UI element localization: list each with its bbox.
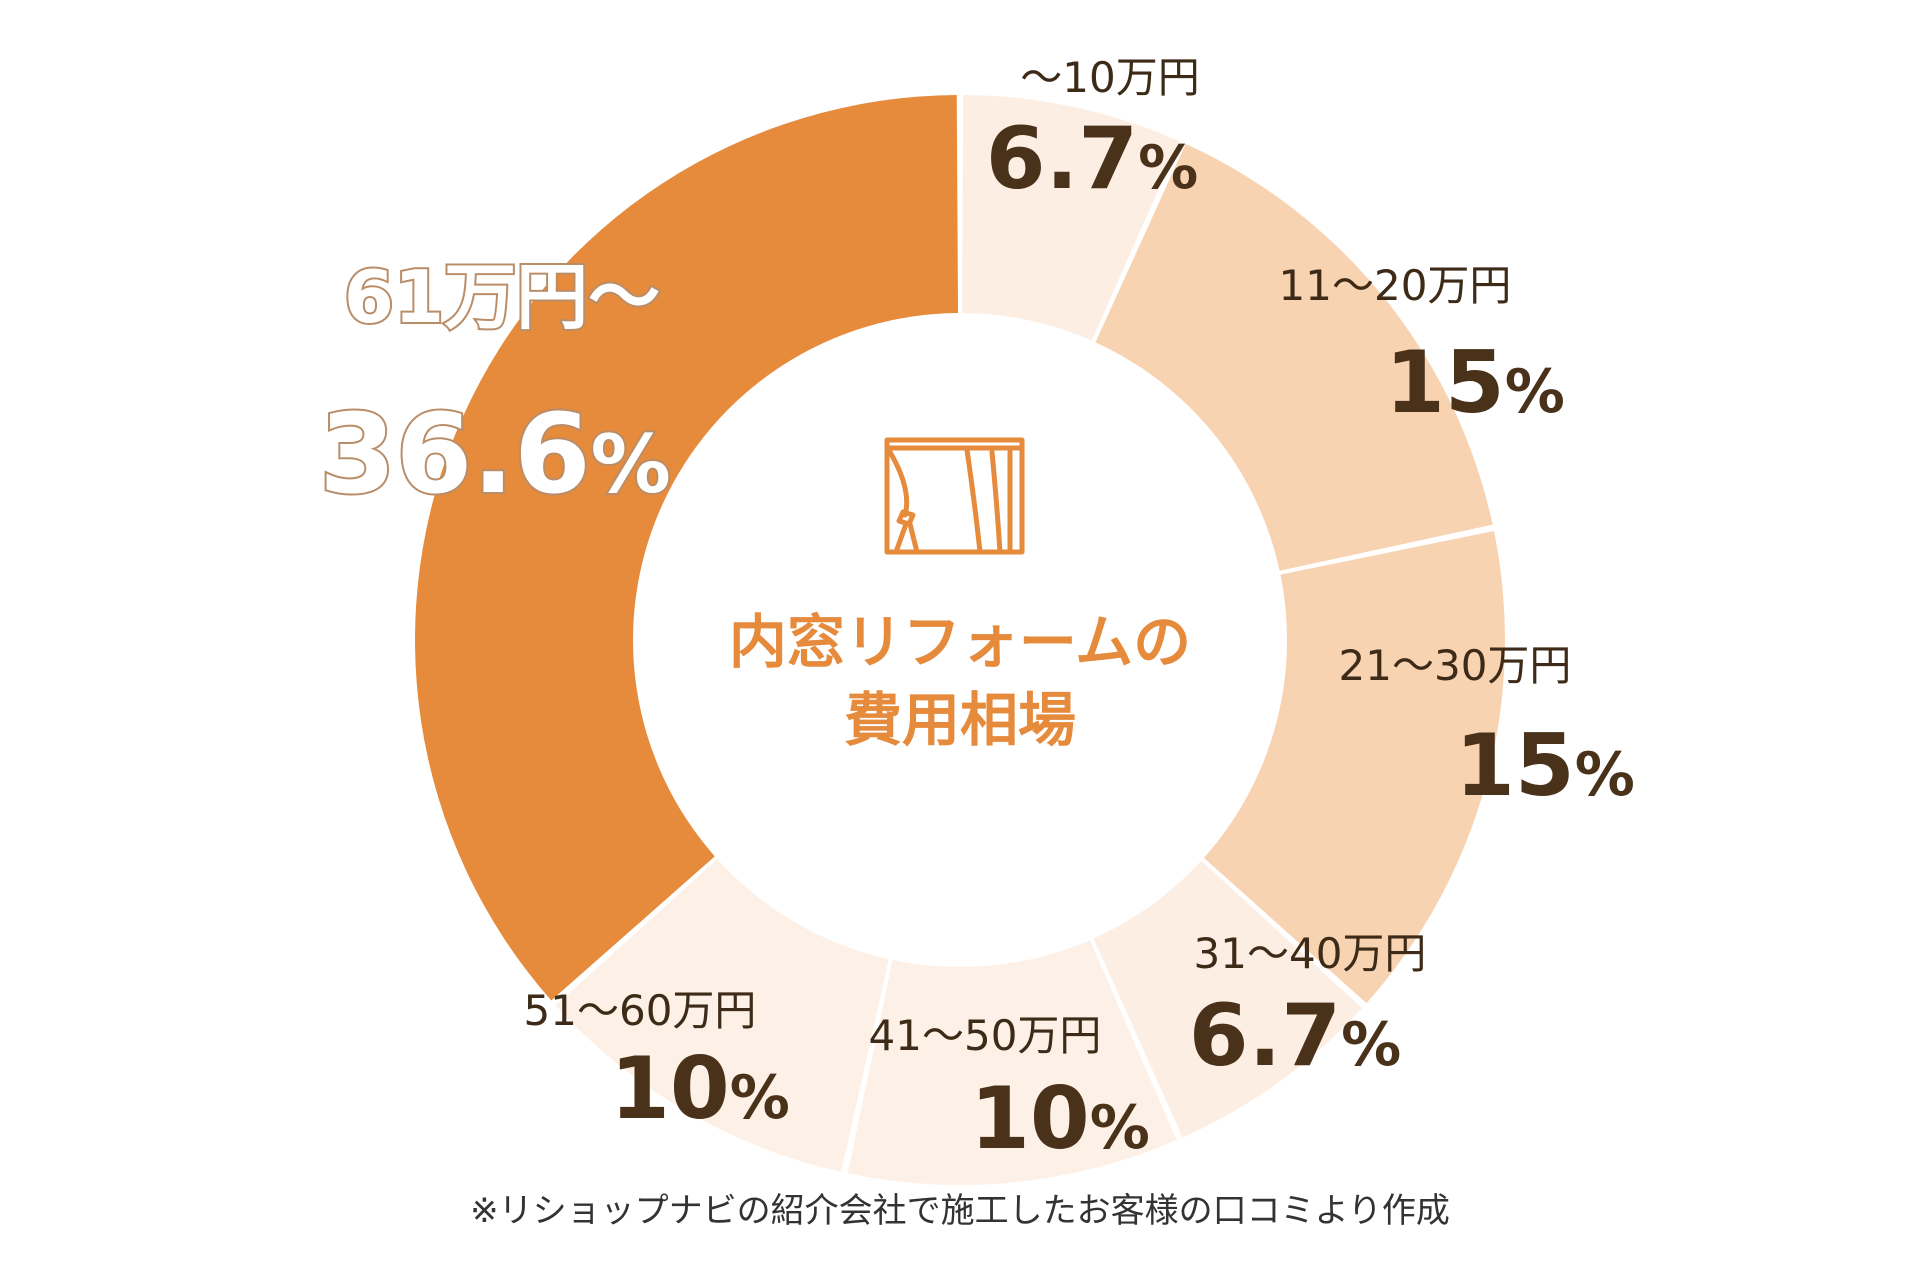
slice-percent-label: 15% [1385,333,1565,433]
slice-category-label: 51～60万円 [524,986,757,1035]
donut-slice [1093,860,1363,1138]
slice-percent-label: 15% [1455,716,1635,816]
slice-percent-label: 6.7% [986,109,1198,209]
center-title-line-1: 内窓リフォームの [729,608,1191,676]
slice-category-label: 31～40万円 [1194,929,1427,978]
slice-category-label: 41～50万円 [869,1011,1102,1060]
center-title-line-2: 費用相場 [844,686,1076,754]
donut-slice [847,940,1177,1186]
donut-slice [415,95,959,1001]
slice-percent-label: 36.6% [319,390,671,518]
donut-slice [961,95,1180,341]
slice-category-label: 21～30万円 [1339,641,1572,690]
slice-category-label: 11～20万円 [1279,261,1512,310]
donut-slice [1203,531,1505,1004]
footnote: ※リショップナビの紹介会社で施工したお客様の口コミより作成 [470,1191,1450,1231]
curtain-window-icon [884,437,1025,555]
slice-labels: ～10万円 6.7% 11～20万円 15% 21～30万円 15% 31～40万円 6.7%… [317,53,1635,1169]
slice-category-label: ～10万円 [1020,53,1199,102]
donut-slices [415,95,1505,1186]
slice-percent-label: 6.7% [1189,986,1401,1086]
donut-slice [1095,143,1493,571]
slice-percent-label: 10% [610,1039,790,1139]
donut-slice [555,859,889,1172]
slice-category-label: 61万円～ [344,255,660,339]
slice-percent-label: 10% [970,1069,1150,1169]
